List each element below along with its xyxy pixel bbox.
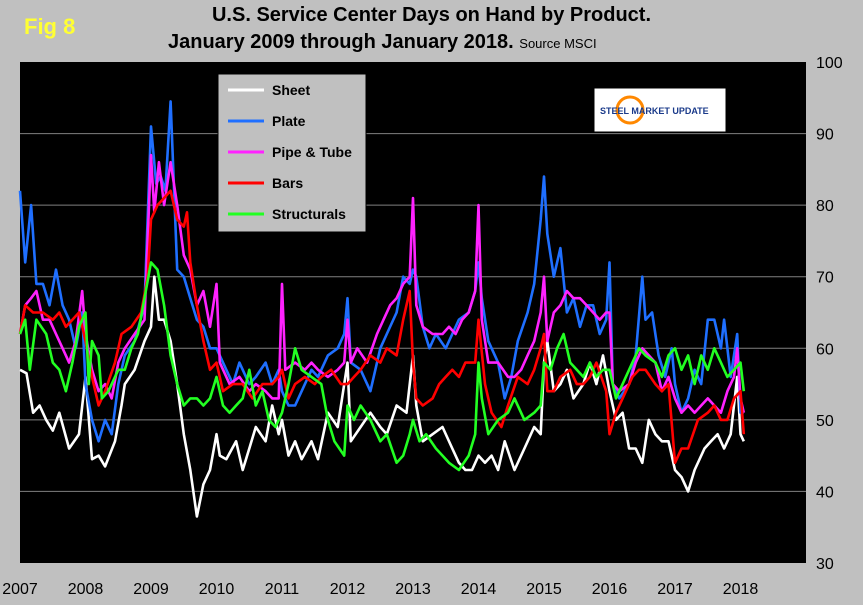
y-tick-label: 30 xyxy=(816,556,834,573)
x-tick-label: 2007 xyxy=(2,581,38,598)
y-tick-label: 60 xyxy=(816,341,834,358)
chart-subtitle: January 2009 through January 2018. xyxy=(168,31,514,53)
y-tick-label: 80 xyxy=(816,198,834,215)
x-tick-label: 2016 xyxy=(592,581,628,598)
x-tick-label: 2013 xyxy=(395,581,431,598)
x-tick-label: 2018 xyxy=(723,581,759,598)
x-tick-label: 2010 xyxy=(199,581,235,598)
chart-source: Source MSCI xyxy=(519,36,597,51)
legend-label: Bars xyxy=(272,175,303,191)
y-tick-label: 70 xyxy=(816,270,834,287)
legend: Sheet Plate Pipe & Tube Bars Structurals xyxy=(217,73,367,233)
legend-label: Structurals xyxy=(272,206,346,222)
series-lines xyxy=(18,100,746,518)
x-tick-label: 2011 xyxy=(265,581,300,598)
x-tick-label: 2008 xyxy=(68,581,104,598)
y-tick-label: 50 xyxy=(816,413,834,430)
axis-ticks: 30 40 50 60 70 80 90 100 2007 2008 2009 2010 2011 201… xyxy=(2,55,843,598)
series-line-structurals xyxy=(18,261,746,472)
x-tick-label: 2012 xyxy=(330,581,366,598)
chart-title: U.S. Service Center Days on Hand by Prod… xyxy=(211,4,651,26)
x-tick-label: 2009 xyxy=(133,581,169,598)
y-tick-label: 40 xyxy=(816,484,834,501)
y-tick-label: 90 xyxy=(816,127,834,144)
x-tick-label: 2015 xyxy=(526,581,562,598)
figure-label: Fig 8 xyxy=(24,14,76,39)
legend-label: Plate xyxy=(272,113,306,129)
x-tick-label: 2014 xyxy=(461,581,497,598)
legend-label: Pipe & Tube xyxy=(272,144,352,160)
logo-text: STEEL MARKET UPDATE xyxy=(600,106,709,116)
legend-label: Sheet xyxy=(272,82,310,98)
y-tick-label: 100 xyxy=(816,55,843,72)
steel-market-update-logo: STEEL MARKET UPDATE xyxy=(593,87,727,133)
x-tick-label: 2017 xyxy=(657,581,693,598)
chart-subtitle-line: January 2009 through January 2018. Sourc… xyxy=(168,31,597,54)
